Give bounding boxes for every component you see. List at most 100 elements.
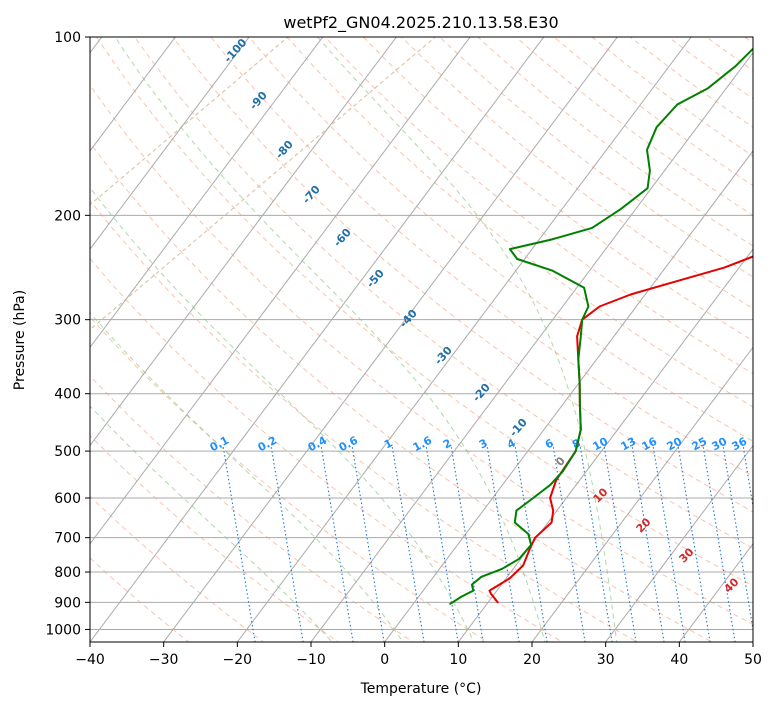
dry-adiabat-line xyxy=(553,37,753,187)
dry-adiabat-line xyxy=(90,84,753,625)
mixing-ratio-label: 3 xyxy=(477,436,490,451)
dewpoint-profile-line xyxy=(449,47,753,605)
isotherm-line xyxy=(90,37,250,250)
moist-adiabat-label: 30 xyxy=(677,545,697,565)
isotherm-line xyxy=(310,51,753,642)
x-tick-label: −20 xyxy=(223,652,253,668)
dry-adiabat-line xyxy=(90,495,265,642)
plot-frame xyxy=(89,36,754,643)
mixing-ratio-label: 20 xyxy=(665,435,685,454)
dry-adiabat-line xyxy=(324,37,753,375)
x-tick-label: 40 xyxy=(670,652,688,668)
dry-adiabat-line xyxy=(248,37,753,442)
mixing-ratio-line xyxy=(270,445,304,642)
moist-adiabat-line xyxy=(90,311,404,642)
isotherm-label: -30 xyxy=(432,344,455,368)
moist-adiabat-label: 20 xyxy=(634,515,654,535)
dry-adiabat-line xyxy=(210,37,753,477)
isotherm-label: -50 xyxy=(364,267,387,291)
dry-adiabat-line xyxy=(477,37,753,247)
y-tick-label: 300 xyxy=(54,313,81,329)
dry-adiabat-line xyxy=(172,37,753,513)
x-tick-label: −40 xyxy=(75,652,105,668)
dry-adiabat-line xyxy=(90,434,340,642)
mixing-ratio-label: 36 xyxy=(730,435,750,454)
isotherm-line xyxy=(90,37,471,545)
y-tick-label: 500 xyxy=(54,444,81,460)
mixing-ratio-line xyxy=(222,445,256,642)
dry-adiabat-line xyxy=(90,375,414,642)
mixing-ratio-line xyxy=(652,445,686,642)
mixing-ratio-label: 2 xyxy=(441,436,454,451)
mixing-ratio-line xyxy=(425,445,459,642)
isotherm-label: -20 xyxy=(470,381,493,405)
mixing-ratio-label: 13 xyxy=(619,435,639,454)
y-axis-label: Pressure (hPa) xyxy=(12,290,28,390)
dry-adiabat-line xyxy=(90,142,713,642)
isotherm-line xyxy=(236,37,692,642)
dry-adiabat-line xyxy=(90,316,489,642)
isotherm-line xyxy=(90,37,324,349)
dry-adiabat-line xyxy=(745,10,775,654)
isotherm-line xyxy=(90,37,177,152)
isotherm-line xyxy=(457,248,753,642)
isotherm-line xyxy=(752,641,753,642)
isotherm-label: -90 xyxy=(247,89,270,113)
chart-title: wetPf2_GN04.2025.210.13.58.E30 xyxy=(283,13,558,33)
mixing-ratio-line xyxy=(450,445,484,642)
y-tick-label: 200 xyxy=(54,208,81,224)
dry-adiabat-line xyxy=(90,257,564,642)
mixing-ratio-line xyxy=(486,445,520,642)
x-tick-label: −30 xyxy=(149,652,179,668)
moist-adiabat-line xyxy=(317,37,618,642)
y-tick-label: 600 xyxy=(54,491,81,507)
x-tick-label: −10 xyxy=(296,652,326,668)
mixing-ratio-line xyxy=(702,445,736,642)
mixing-ratio-label: 1 xyxy=(382,436,395,451)
dry-adiabat-line xyxy=(400,37,753,310)
isotherm-line xyxy=(384,150,753,642)
mixing-ratio-line xyxy=(603,445,637,642)
mixing-ratio-line xyxy=(631,445,665,642)
iso-labels: 0.1 0.2 0.4 0.6 1 1.6 2 3 4 6 8 10 13 16 20 25 30 36-100-… xyxy=(208,36,750,596)
dry-adiabat-line xyxy=(515,37,753,217)
dry-adiabat-line xyxy=(95,37,753,587)
isotherm-line xyxy=(531,346,753,642)
mixing-ratio-label: 6 xyxy=(543,436,556,451)
isotherm-label: -100 xyxy=(221,36,249,65)
mixing-ratio-label: 25 xyxy=(690,435,710,454)
dry-adiabat-line xyxy=(667,37,753,100)
isotherm-line xyxy=(605,444,753,642)
isotherm-label: -10 xyxy=(507,416,530,440)
dry-adiabat-line xyxy=(362,37,753,342)
x-tick-label: 0 xyxy=(380,652,389,668)
isotherm-line xyxy=(90,37,545,642)
mixing-ratio-line xyxy=(579,445,613,642)
dry-adiabat-line xyxy=(90,199,639,642)
x-tick-label: 50 xyxy=(744,652,762,668)
x-axis-label: Temperature (°C) xyxy=(360,681,482,697)
auxiliary-curve xyxy=(90,37,289,206)
dry-adiabat-line xyxy=(134,37,753,550)
isotherm-line xyxy=(678,542,753,642)
x-tick-label: 30 xyxy=(597,652,615,668)
mixing-ratio-label: 30 xyxy=(710,435,730,454)
x-tick-label: 20 xyxy=(523,652,541,668)
dry-adiabat-line xyxy=(438,37,753,278)
dry-adiabat-line xyxy=(286,37,753,408)
isotherm-label: -60 xyxy=(331,226,354,250)
y-tick-label: 900 xyxy=(54,595,81,611)
dry-adiabat-line xyxy=(743,37,753,44)
x-tick-label: 10 xyxy=(449,652,467,668)
auxiliary-curve xyxy=(90,37,437,331)
mixing-ratio-line xyxy=(552,445,586,642)
y-tick-label: 400 xyxy=(54,387,81,403)
mixing-ratio-line xyxy=(742,445,753,510)
mixing-ratio-line xyxy=(351,445,385,642)
mixing-ratio-line xyxy=(320,445,354,642)
y-tick-label: 800 xyxy=(54,565,81,581)
isotherm-line xyxy=(163,37,619,642)
mixing-ratio-label: 16 xyxy=(640,435,660,454)
